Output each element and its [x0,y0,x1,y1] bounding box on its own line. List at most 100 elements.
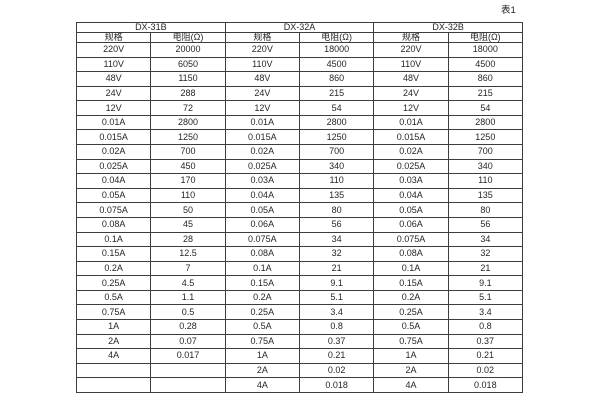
table-row: 2A 0.07 0.75A 0.37 0.75A 0.37 [75,333,524,350]
resistance-cell: 0.5 [150,304,226,320]
spec-cell: 4A [373,377,449,393]
spec-cell: 0.2A [224,289,300,306]
table-row: 0.75A 0.5 0.25A 3.4 0.25A 3.4 [75,304,524,320]
table-body: 220V 20000 220V 18000 220V 18000 110V 6050 110V 4… [75,42,524,393]
group-header-dx32a: DX-32A [224,22,375,33]
spec-cell: 110V [373,56,449,73]
resistance-cell: 3.4 [298,304,375,320]
spec-cell: 1A [75,318,152,335]
spec-cell: 0.075A [224,231,300,248]
spec-cell: 0.04A [75,173,152,189]
resistance-cell: 50 [150,202,226,218]
spec-cell: 0.15A [75,246,152,262]
resistance-cell: 0.28 [150,318,226,335]
spec-cell: 2A [373,362,449,379]
table-row: 0.5A 1.1 0.2A 5.1 0.2A 5.1 [75,289,524,306]
resistance-cell: 45 [150,216,226,233]
spec-cell: 0.05A [75,187,152,204]
table-row: 24V 288 24V 215 24V 215 [75,85,524,102]
resistance-cell: 7 [150,260,226,277]
resistance-cell: 1250 [447,129,524,146]
spec-column-header: 规格 [373,32,449,43]
spec-cell: 0.25A [75,275,152,291]
resistance-cell: 340 [447,158,524,175]
spec-cell: 0.08A [224,246,300,262]
resistance-cell: 860 [298,71,375,87]
table-row: 220V 20000 220V 18000 220V 18000 [75,42,524,58]
spec-cell: 110V [75,56,152,73]
spec-cell: 24V [75,85,152,102]
spec-cell: 12V [75,100,152,116]
table-row: 1A 0.28 0.5A 0.8 0.5A 0.8 [75,318,524,335]
resistance-cell: 700 [298,144,375,160]
spec-column-header: 规格 [75,32,152,43]
resistance-cell: 21 [447,260,524,277]
spec-cell: 0.2A [373,289,449,306]
resistance-cell: 0.21 [447,348,524,364]
resistance-cell: 56 [447,216,524,233]
spec-cell: 24V [224,85,300,102]
resistance-cell: 0.018 [298,377,375,393]
spec-cell: 12V [373,100,449,116]
spec-cell: 0.04A [224,187,300,204]
spec-cell: 0.08A [373,246,449,262]
table-row: 0.025A 450 0.025A 340 0.025A 340 [75,158,524,175]
spec-cell: 24V [373,85,449,102]
table-row: 2A 0.02 2A 0.02 [75,362,524,379]
spec-cell: 0.25A [224,304,300,320]
resistance-cell: 6050 [150,56,226,73]
spec-cell: 48V [373,71,449,87]
group-header-dx32b: DX-32B [373,22,523,33]
table-row: 0.2A 7 0.1A 21 0.1A 21 [75,260,524,277]
resistance-column-header: 电阻(Ω) [150,32,226,43]
resistance-cell: 288 [150,85,226,102]
spec-cell: 0.5A [373,318,449,335]
resistance-cell: 9.1 [298,275,375,291]
resistance-cell: 3.4 [447,304,524,320]
table-row: 0.15A 12.5 0.08A 32 0.08A 32 [75,246,524,262]
resistance-cell: 54 [298,100,375,116]
spec-cell: 0.075A [373,231,449,248]
resistance-cell [150,377,226,393]
resistance-cell: 34 [447,231,524,248]
table-row: 0.1A 28 0.075A 34 0.075A 34 [75,231,524,248]
resistance-cell: 1.1 [150,289,226,306]
group-header-dx31b: DX-31B [76,22,226,33]
table-row: 0.05A 110 0.04A 135 0.04A 135 [75,187,524,204]
spec-cell: 0.1A [75,231,152,248]
resistance-cell: 5.1 [447,289,524,306]
spec-cell: 0.03A [373,173,449,189]
spec-cell: 2A [75,333,152,350]
resistance-cell: 72 [150,100,226,116]
spec-cell: 0.75A [224,333,300,350]
spec-cell: 0.1A [373,260,449,277]
resistance-cell: 0.8 [298,318,375,335]
resistance-cell: 700 [150,144,226,160]
spec-cell: 0.02A [373,144,449,160]
resistance-cell: 21 [298,260,375,277]
spec-cell: 2A [224,362,300,379]
resistance-cell: 2800 [447,114,524,131]
spec-cell: 0.04A [373,187,449,204]
resistance-cell: 12.5 [150,246,226,262]
table-row: 0.075A 50 0.05A 80 0.05A 80 [75,202,524,218]
spec-cell: 1A [373,348,449,364]
spec-cell: 0.075A [75,202,152,218]
spec-cell: 0.06A [373,216,449,233]
resistance-cell: 0.018 [447,377,524,393]
spec-cell: 48V [224,71,300,87]
spec-cell: 0.15A [224,275,300,291]
resistance-cell: 170 [150,173,226,189]
resistance-cell: 34 [298,231,375,248]
table-row: 0.04A 170 0.03A 110 0.03A 110 [75,173,524,189]
resistance-cell: 28 [150,231,226,248]
resistance-cell: 860 [447,71,524,87]
spec-cell: 0.5A [224,318,300,335]
resistance-cell: 0.37 [298,333,375,350]
spec-cell: 0.01A [75,114,152,131]
table-row: 4A 0.018 4A 0.018 [75,377,524,393]
spec-cell: 0.25A [373,304,449,320]
spec-cell: 0.015A [75,129,152,146]
table-row: 0.25A 4.5 0.15A 9.1 0.15A 9.1 [75,275,524,291]
table-row: 4A 0.017 1A 0.21 1A 0.21 [75,348,524,364]
